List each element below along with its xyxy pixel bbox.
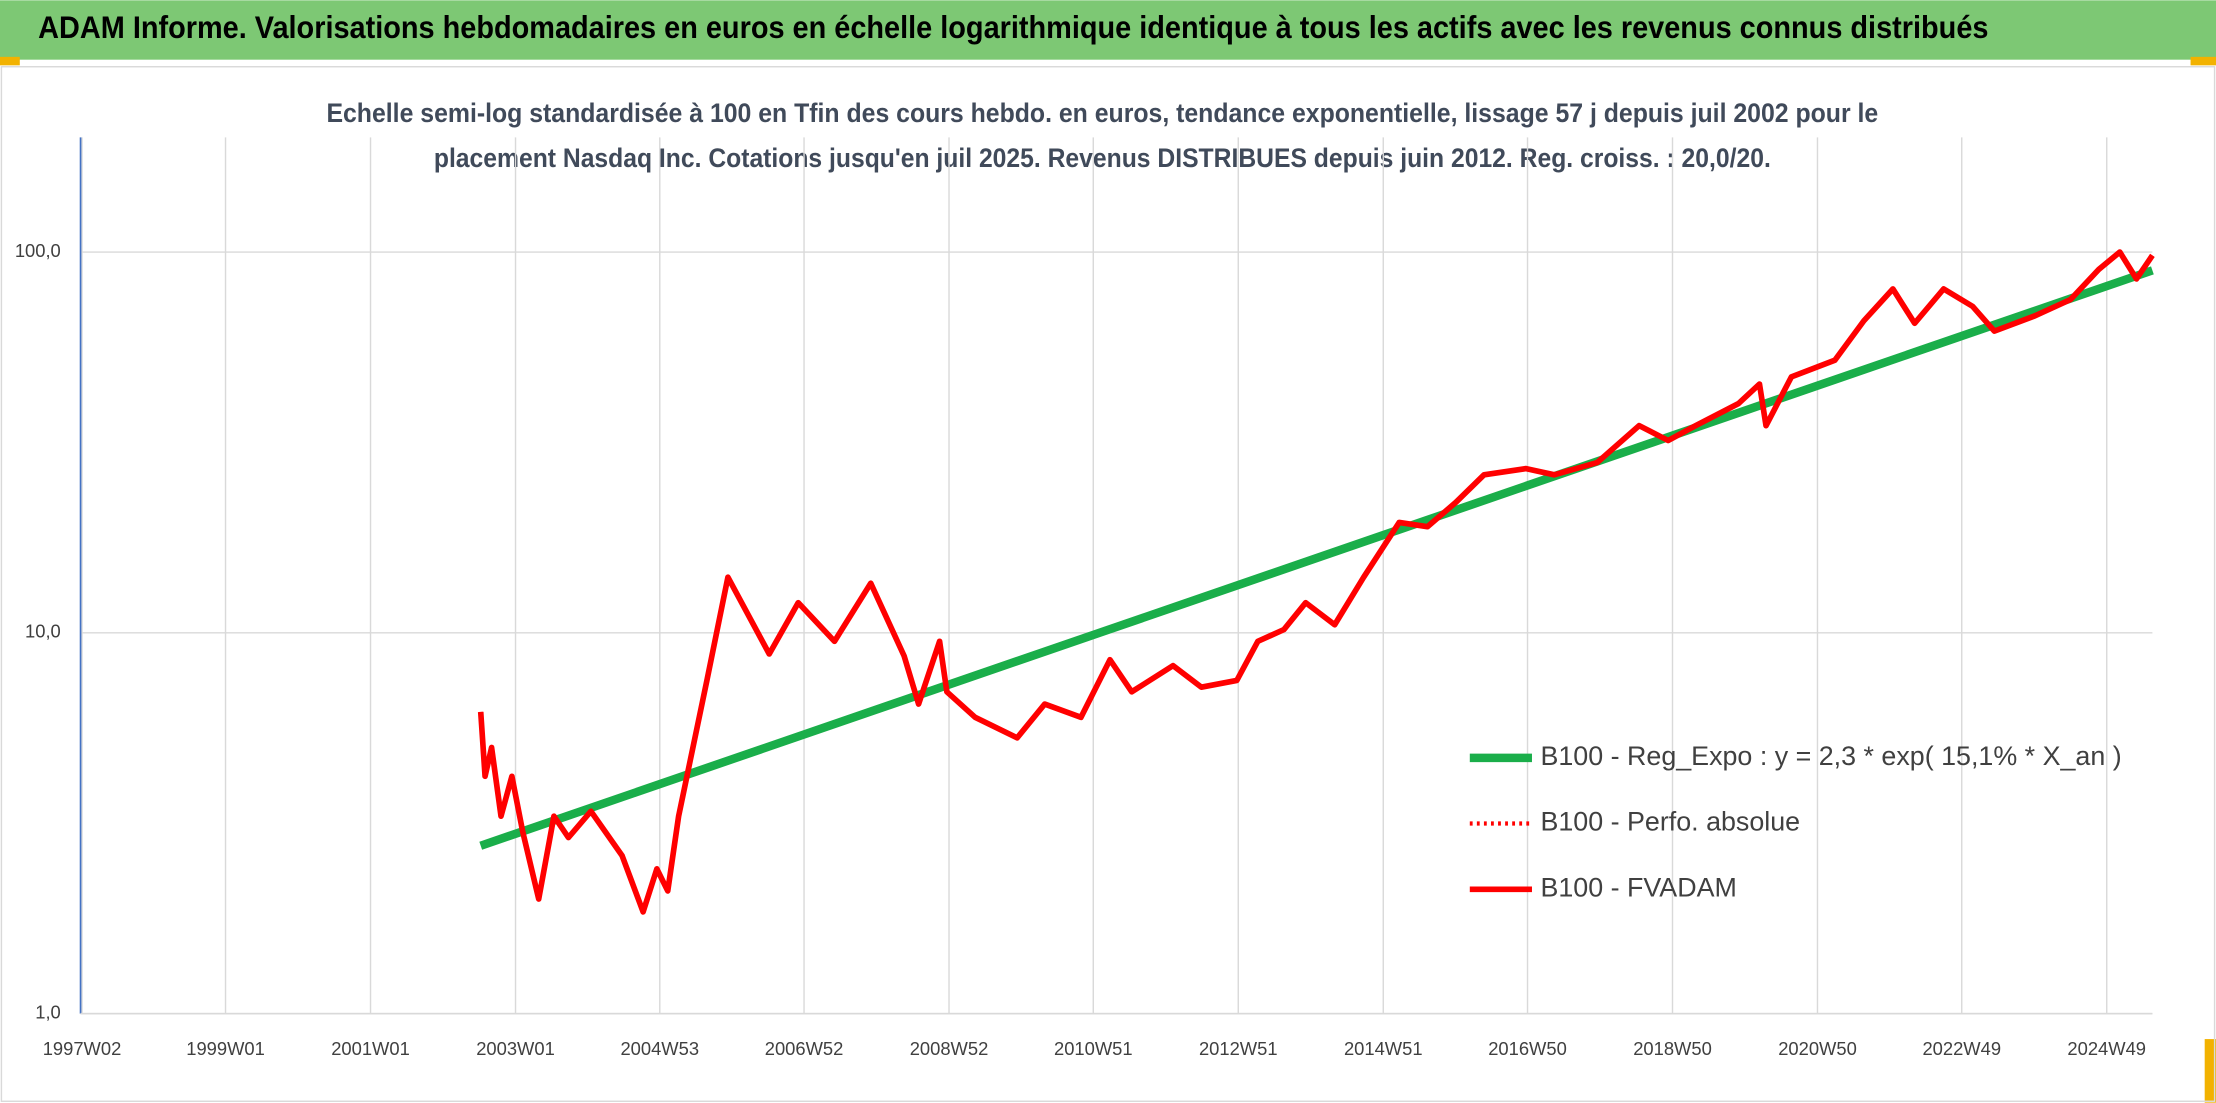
header-bar [0,0,2216,60]
x-tick-label: 1999W01 [186,1038,265,1059]
corner-mark [0,56,20,66]
x-tick-label: 2016W50 [1488,1038,1567,1059]
page-title: ADAM Informe. Valorisations hebdomadaire… [38,10,1988,45]
y-tick-label: 1,0 [35,1001,61,1022]
x-tick-label: 2001W01 [331,1038,410,1059]
y-tick-label: 100,0 [15,240,61,261]
x-tick-label: 2003W01 [476,1038,555,1059]
x-tick-label: 2020W50 [1778,1038,1857,1059]
x-tick-label: 2008W52 [910,1038,989,1059]
chart-frame [0,66,2216,1102]
y-tick-label: 10,0 [25,621,61,642]
x-tick-label: 2010W51 [1054,1038,1133,1059]
legend-label: B100 - FVADAM [1540,872,1736,902]
legend-label: B100 - Perfo. absolue [1540,807,1800,837]
chart-subtitle: placement Nasdaq Inc. Cotations jusqu'en… [434,143,1771,173]
x-tick-label: 2012W51 [1199,1038,1278,1059]
x-tick-label: 2022W49 [1922,1038,2001,1059]
series-line [477,249,2155,915]
x-tick-label: 1997W02 [43,1038,122,1059]
chart-subtitle: Echelle semi-log standardisée à 100 en T… [326,98,1878,128]
x-tick-label: 2014W51 [1344,1038,1423,1059]
legend-label: B100 - Reg_Expo : y = 2,3 * exp( 15,1% *… [1540,741,2121,771]
x-tick-label: 2018W50 [1633,1038,1712,1059]
corner-mark [2204,1039,2216,1103]
x-tick-label: 2024W49 [2067,1038,2146,1059]
corner-mark [2190,56,2216,66]
series-line [479,266,2154,850]
x-tick-label: 2004W53 [620,1038,699,1059]
x-tick-label: 2006W52 [765,1038,844,1059]
